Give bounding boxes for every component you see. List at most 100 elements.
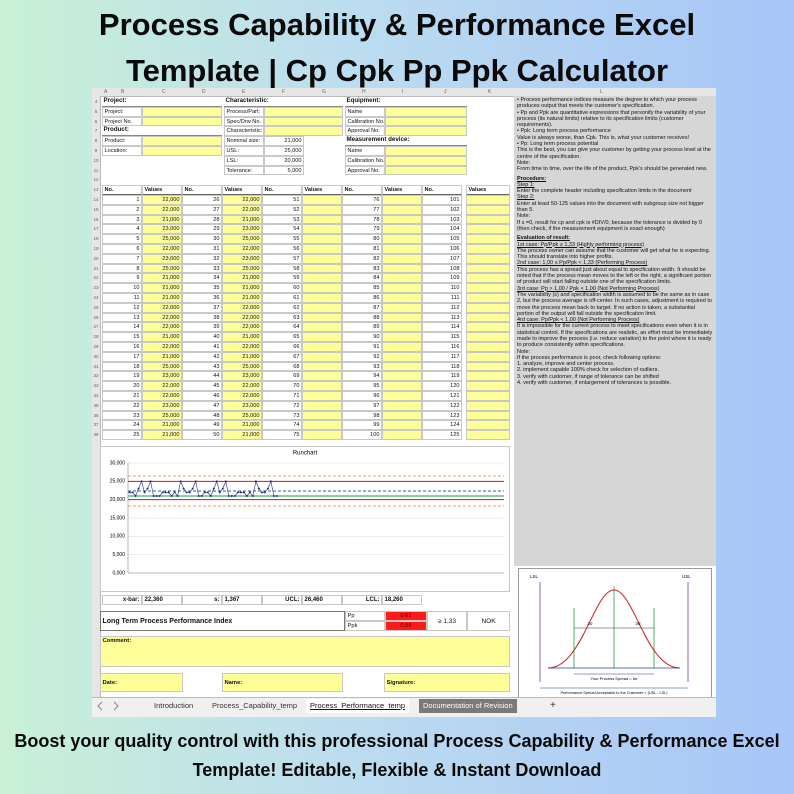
column-letter: C [162, 88, 166, 95]
measurement-value: 22,000 [222, 204, 262, 215]
data-point [176, 495, 179, 497]
column-letter: H [362, 88, 366, 95]
row-index: 110 [422, 283, 462, 293]
index-name: Ppk [345, 621, 385, 631]
measurement-input [382, 371, 422, 382]
y-tick-label: 0,000 [112, 570, 125, 576]
measurement-input [382, 214, 422, 225]
sheet-tab-active[interactable]: Process_Performance_temp [306, 699, 410, 713]
row-index: 75 [262, 430, 302, 440]
measurement-value: 21,000 [222, 214, 262, 225]
row-index: 46 [182, 391, 222, 401]
row-index: 79 [342, 224, 382, 235]
row-index: 114 [422, 322, 462, 333]
row-index: 78 [342, 214, 382, 225]
data-point [137, 487, 140, 490]
measurement-value: 21,000 [222, 351, 262, 362]
row-index: 31 [182, 244, 222, 254]
comment-field: Comment: [100, 636, 510, 667]
spec-value: 5,000 [264, 165, 304, 176]
measurement-input [382, 410, 422, 421]
data-point [149, 480, 152, 483]
row-index: 42 [182, 351, 222, 362]
note-line: • Pp: Long term process potential [517, 141, 599, 148]
row-index: 112 [422, 302, 462, 313]
page-title: Process Capability & Performance Excel T… [98, 7, 696, 88]
sheet-tab[interactable]: Documentation of Revision [419, 699, 517, 713]
spec-value: 20,000 [264, 155, 304, 166]
tab-scroll-arrows[interactable] [96, 700, 126, 712]
spec-label: Nominal size: [224, 136, 264, 146]
note-line: This is the best, you can give your cust… [517, 147, 711, 160]
row-index: 44 [182, 371, 222, 382]
measurement-value: 21,000 [222, 430, 262, 440]
measurement-value: 23,000 [142, 253, 182, 264]
measurement-input [302, 273, 342, 284]
measurement-input [466, 244, 510, 254]
measurement-input [382, 381, 422, 391]
row-number: 25 [93, 304, 99, 310]
data-point [182, 487, 185, 490]
data-point [146, 487, 149, 490]
measurement-input [466, 322, 510, 333]
row-index: 21 [102, 391, 142, 401]
measurement-input [302, 410, 342, 421]
column-letter: D [202, 88, 206, 95]
row-index: 95 [342, 381, 382, 391]
measurement-input [382, 224, 422, 235]
data-point [140, 480, 143, 483]
measurement-value: 22,000 [142, 204, 182, 215]
row-index: 98 [342, 410, 382, 421]
stat-value: 1,367 [222, 595, 262, 605]
measurement-input [302, 351, 342, 362]
row-index: 65 [262, 332, 302, 342]
stat-value: 22,360 [142, 595, 182, 605]
field-label: Process/Part: [224, 106, 264, 117]
row-index: 77 [342, 204, 382, 215]
data-point [194, 480, 197, 483]
row-index: 105 [422, 234, 462, 244]
row-number: 15 [93, 206, 99, 212]
measurement-input [302, 361, 342, 372]
row-index: 113 [422, 312, 462, 323]
measurement-input [382, 391, 422, 401]
note-line: 1. analyze, improve and center process. [517, 361, 615, 368]
measurement-input [382, 244, 422, 254]
spec-label: USL: [224, 146, 264, 156]
scroll-right[interactable] [113, 701, 119, 711]
sheet-tab[interactable]: Introduction [154, 701, 194, 710]
data-point [128, 491, 131, 494]
measurement-value: 22,000 [142, 195, 182, 205]
chart-title: Runchart [293, 451, 318, 457]
row-index: 70 [262, 381, 302, 391]
data-point [230, 495, 233, 497]
field-input [385, 106, 467, 117]
field-label: Project No. [102, 116, 142, 127]
row-index: 80 [342, 234, 382, 244]
signature-field: Signature: [384, 673, 510, 692]
row-index: 122 [422, 400, 462, 411]
data-point [275, 495, 278, 497]
data-point [185, 491, 188, 494]
row-index: 29 [182, 224, 222, 235]
measurement-value: 22,000 [142, 302, 182, 313]
y-tick-label: 30,000 [110, 460, 126, 466]
measurement-input [382, 361, 422, 372]
measurement-input [382, 312, 422, 323]
row-index: 68 [262, 361, 302, 372]
scroll-left[interactable] [97, 701, 103, 711]
row-index: 11 [102, 293, 142, 303]
measurement-input [302, 342, 342, 352]
add-sheet[interactable]: + [550, 700, 556, 711]
measurement-input [466, 410, 510, 421]
measurement-input [302, 293, 342, 303]
note-line: 3rd case: Pp > 1,00 / Ppk < 1,00 (Not Pe… [517, 285, 660, 292]
row-number: 18 [93, 236, 99, 242]
column-letter: I [402, 88, 404, 95]
measurement-value: 21,000 [142, 420, 182, 431]
column-letter: A [104, 88, 108, 95]
note-line: Note: [517, 213, 531, 220]
data-point [215, 480, 218, 483]
measurement-input [466, 332, 510, 342]
sheet-tab[interactable]: Process_Capability_temp [212, 701, 298, 710]
